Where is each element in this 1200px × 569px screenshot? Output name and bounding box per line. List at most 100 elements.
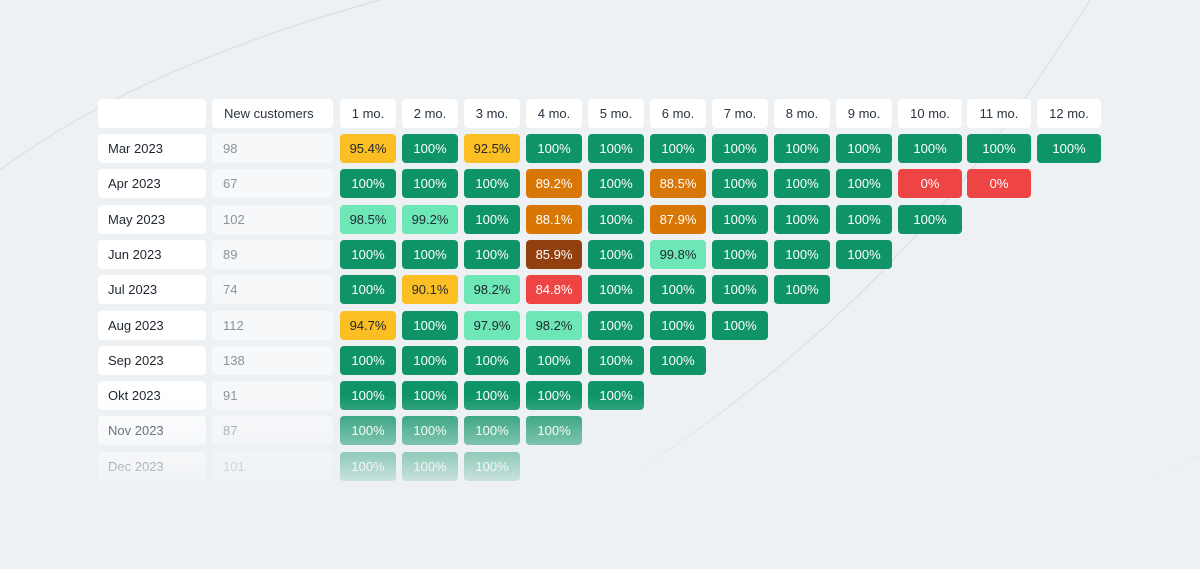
- retention-cell: 100%: [588, 275, 644, 304]
- month-column-header: 2 mo.: [402, 99, 458, 128]
- retention-cell: 100%: [650, 346, 706, 375]
- retention-cell: 100%: [526, 381, 582, 410]
- retention-cell: 100%: [898, 205, 962, 234]
- cohort-label: Jul 2023: [98, 275, 206, 304]
- retention-cell: 98.2%: [464, 275, 520, 304]
- retention-cell: 99.2%: [402, 205, 458, 234]
- retention-cell: 98.5%: [340, 205, 396, 234]
- retention-cell: 100%: [340, 346, 396, 375]
- new-customers-count: 67: [212, 169, 333, 198]
- retention-cell: 100%: [712, 134, 768, 163]
- cohort-label: Dec 2023: [98, 452, 206, 481]
- retention-cell: 100%: [650, 134, 706, 163]
- retention-cell: 100%: [402, 346, 458, 375]
- retention-cell: 84.8%: [526, 275, 582, 304]
- month-column-header: 10 mo.: [898, 99, 962, 128]
- new-customers-count: 101: [212, 452, 333, 481]
- retention-cell: 100%: [464, 205, 520, 234]
- retention-cell: 100%: [588, 240, 644, 269]
- cohort-label: Okt 2023: [98, 381, 206, 410]
- cohort-label: Mar 2023: [98, 134, 206, 163]
- cohort-label: May 2023: [98, 205, 206, 234]
- new-customers-count: 74: [212, 275, 333, 304]
- retention-cell: 0%: [967, 169, 1031, 198]
- new-customers-count: 112: [212, 311, 333, 340]
- month-column-header: 4 mo.: [526, 99, 582, 128]
- retention-cell: 90.1%: [402, 275, 458, 304]
- retention-cell: 100%: [774, 240, 830, 269]
- month-column-header: 11 mo.: [967, 99, 1031, 128]
- retention-cell: 100%: [836, 134, 892, 163]
- month-column-header: 9 mo.: [836, 99, 892, 128]
- retention-cell: 100%: [774, 134, 830, 163]
- background-arc-left: [0, 0, 381, 171]
- retention-cell: 100%: [1037, 134, 1101, 163]
- retention-cell: 94.7%: [340, 311, 396, 340]
- new-customers-count: 102: [212, 205, 333, 234]
- retention-cell: 100%: [340, 169, 396, 198]
- retention-cell: 0%: [898, 169, 962, 198]
- retention-cell: 100%: [588, 169, 644, 198]
- new-customers-count: 138: [212, 346, 333, 375]
- retention-cell: 100%: [464, 381, 520, 410]
- retention-cell: 100%: [588, 311, 644, 340]
- retention-cell: 100%: [712, 311, 768, 340]
- retention-cell: 100%: [526, 416, 582, 445]
- retention-cell: 88.1%: [526, 205, 582, 234]
- retention-cell: 100%: [464, 346, 520, 375]
- retention-cell: 100%: [464, 452, 520, 481]
- retention-cell: 100%: [774, 169, 830, 198]
- corner-header-cell: [98, 99, 206, 128]
- retention-cell: 100%: [836, 240, 892, 269]
- month-column-header: 7 mo.: [712, 99, 768, 128]
- retention-cell: 92.5%: [464, 134, 520, 163]
- retention-cell: 88.5%: [650, 169, 706, 198]
- retention-cell: 100%: [967, 134, 1031, 163]
- retention-cell: 100%: [836, 169, 892, 198]
- retention-cell: 98.2%: [526, 311, 582, 340]
- month-column-header: 8 mo.: [774, 99, 830, 128]
- customers-column-header: New customers: [212, 99, 333, 128]
- retention-cell: 100%: [650, 311, 706, 340]
- new-customers-count: 89: [212, 240, 333, 269]
- new-customers-count: 98: [212, 134, 333, 163]
- retention-cell: 100%: [526, 134, 582, 163]
- retention-cell: 100%: [402, 452, 458, 481]
- month-column-header: 12 mo.: [1037, 99, 1101, 128]
- retention-cell: 100%: [402, 311, 458, 340]
- retention-cell: 100%: [588, 205, 644, 234]
- retention-cell: 100%: [774, 205, 830, 234]
- month-column-header: 3 mo.: [464, 99, 520, 128]
- retention-cell: 100%: [464, 240, 520, 269]
- new-customers-count: 87: [212, 416, 333, 445]
- cohort-label: Apr 2023: [98, 169, 206, 198]
- retention-cell: 87.9%: [650, 205, 706, 234]
- month-column-header: 5 mo.: [588, 99, 644, 128]
- retention-cell: 100%: [526, 346, 582, 375]
- retention-cell: 100%: [712, 240, 768, 269]
- retention-cell: 100%: [588, 381, 644, 410]
- retention-cell: 100%: [340, 381, 396, 410]
- retention-cell: 100%: [402, 416, 458, 445]
- retention-cell: 100%: [774, 275, 830, 304]
- retention-cell: 100%: [464, 416, 520, 445]
- cohort-label: Sep 2023: [98, 346, 206, 375]
- cohort-label: Nov 2023: [98, 416, 206, 445]
- retention-cell: 100%: [340, 240, 396, 269]
- retention-cell: 100%: [588, 346, 644, 375]
- cohort-label: Jun 2023: [98, 240, 206, 269]
- retention-cell: 100%: [340, 275, 396, 304]
- retention-cell: 97.9%: [464, 311, 520, 340]
- retention-cell: 100%: [402, 240, 458, 269]
- retention-cell: 100%: [836, 205, 892, 234]
- cohort-label: Aug 2023: [98, 311, 206, 340]
- retention-cell: 100%: [402, 381, 458, 410]
- new-customers-count: 91: [212, 381, 333, 410]
- month-column-header: 6 mo.: [650, 99, 706, 128]
- retention-cell: 99.8%: [650, 240, 706, 269]
- retention-cell: 100%: [712, 169, 768, 198]
- retention-cell: 95.4%: [340, 134, 396, 163]
- retention-cell: 100%: [464, 169, 520, 198]
